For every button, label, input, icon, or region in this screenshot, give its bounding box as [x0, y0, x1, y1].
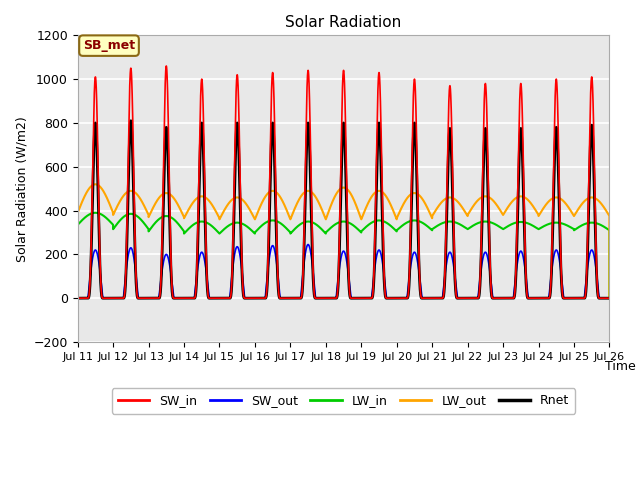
Y-axis label: Solar Radiation (W/m2): Solar Radiation (W/m2) — [15, 116, 28, 262]
SW_in — [474, 295, 481, 301]
SW_in — [605, 295, 613, 301]
Rnet — [127, 118, 134, 124]
SW_out — [304, 241, 312, 247]
Line: LW_out: LW_out — [77, 184, 609, 298]
LW_in — [474, 220, 481, 226]
SW_out — [474, 295, 481, 301]
SW_out — [501, 295, 509, 301]
LW_out — [509, 198, 516, 204]
Text: SB_met: SB_met — [83, 39, 135, 52]
SW_out — [605, 295, 613, 301]
Rnet — [509, 295, 516, 301]
Rnet — [413, 191, 421, 196]
LW_out — [92, 181, 99, 187]
Line: SW_in: SW_in — [77, 66, 609, 298]
LW_out — [74, 210, 81, 216]
LW_out — [413, 191, 421, 197]
Line: Rnet: Rnet — [77, 121, 609, 298]
SW_in — [509, 295, 516, 301]
Rnet — [605, 295, 613, 301]
Line: SW_out: SW_out — [77, 244, 609, 298]
Rnet — [474, 295, 481, 301]
Rnet — [74, 295, 81, 301]
SW_in — [163, 63, 170, 69]
LW_in — [605, 295, 613, 301]
Title: Solar Radiation: Solar Radiation — [285, 15, 402, 30]
LW_out — [501, 209, 509, 215]
SW_in — [501, 295, 509, 301]
SW_in — [488, 293, 495, 299]
Rnet — [488, 294, 495, 300]
SW_in — [102, 295, 109, 301]
SW_in — [413, 165, 421, 170]
Legend: SW_in, SW_out, LW_in, LW_out, Rnet: SW_in, SW_out, LW_in, LW_out, Rnet — [111, 388, 575, 414]
LW_in — [488, 220, 495, 226]
LW_out — [605, 295, 613, 301]
LW_in — [92, 210, 99, 216]
SW_out — [102, 295, 109, 301]
SW_out — [509, 295, 516, 301]
LW_in — [102, 215, 109, 220]
LW_out — [488, 196, 495, 202]
SW_out — [74, 295, 81, 301]
LW_out — [474, 198, 481, 204]
SW_in — [74, 295, 81, 301]
LW_in — [509, 221, 516, 227]
LW_in — [74, 222, 81, 228]
LW_out — [102, 192, 109, 198]
SW_out — [488, 286, 495, 291]
Rnet — [501, 295, 509, 301]
LW_in — [413, 218, 421, 224]
X-axis label: Time: Time — [605, 360, 636, 373]
Line: LW_in: LW_in — [77, 213, 609, 298]
SW_out — [413, 257, 421, 263]
Rnet — [102, 295, 109, 301]
LW_in — [501, 225, 509, 231]
